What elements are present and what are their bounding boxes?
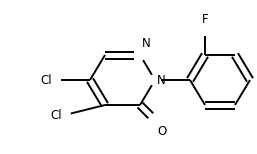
Text: Cl: Cl: [50, 109, 62, 122]
Text: F: F: [202, 13, 208, 26]
Text: O: O: [157, 125, 166, 138]
Text: N: N: [142, 37, 151, 50]
Text: Cl: Cl: [40, 73, 52, 87]
Text: N: N: [157, 73, 166, 87]
